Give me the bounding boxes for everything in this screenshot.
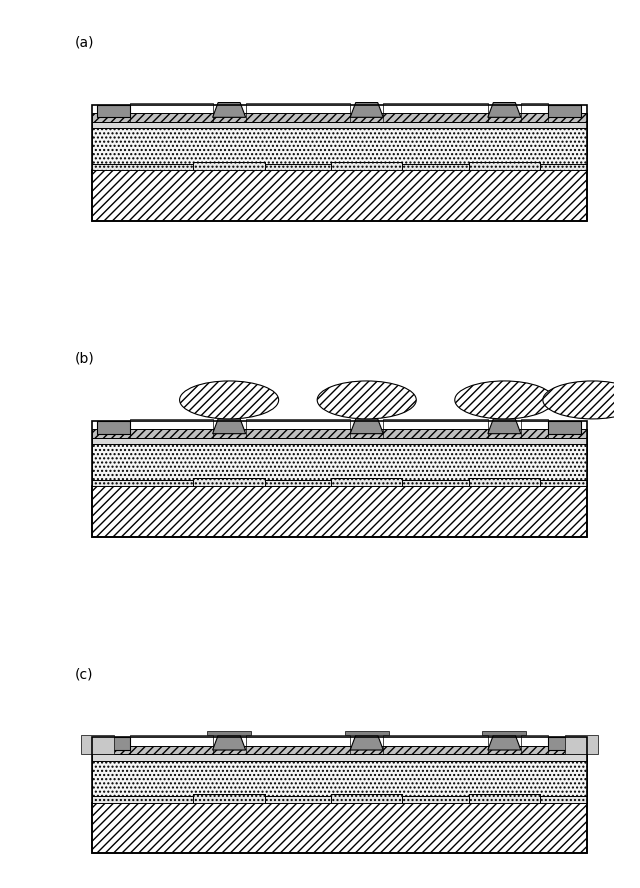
Bar	[92, 163, 587, 170]
Bar	[92, 754, 587, 760]
Bar	[92, 487, 587, 537]
Bar	[193, 794, 265, 803]
Bar	[193, 162, 265, 170]
Bar	[521, 103, 548, 122]
FancyBboxPatch shape	[97, 421, 130, 433]
Bar	[468, 162, 540, 170]
Bar	[92, 128, 587, 163]
Bar	[130, 419, 212, 438]
Bar	[246, 735, 350, 754]
Polygon shape	[488, 103, 521, 117]
Circle shape	[543, 381, 640, 419]
Bar	[92, 746, 587, 754]
Polygon shape	[212, 103, 246, 117]
Bar	[193, 478, 265, 487]
Bar	[207, 731, 251, 735]
Polygon shape	[488, 735, 521, 750]
Bar	[130, 735, 212, 754]
Bar	[92, 480, 587, 487]
Bar	[92, 170, 587, 221]
Bar	[468, 794, 540, 803]
Bar	[92, 737, 587, 853]
Bar	[92, 430, 587, 438]
FancyBboxPatch shape	[97, 105, 130, 117]
Bar	[92, 444, 587, 480]
Circle shape	[317, 381, 416, 419]
Text: (c): (c)	[75, 668, 93, 682]
Bar	[331, 162, 403, 170]
Bar	[383, 735, 488, 754]
Bar	[92, 113, 587, 122]
Bar	[331, 478, 403, 487]
Bar	[383, 103, 488, 122]
Bar	[130, 103, 212, 122]
Bar	[92, 421, 587, 537]
FancyBboxPatch shape	[548, 105, 581, 117]
Bar	[521, 419, 548, 438]
FancyBboxPatch shape	[97, 737, 130, 750]
Polygon shape	[350, 735, 383, 750]
Polygon shape	[212, 419, 246, 433]
FancyBboxPatch shape	[548, 737, 581, 750]
Bar	[92, 438, 587, 444]
Bar	[383, 419, 488, 438]
Circle shape	[455, 381, 554, 419]
Bar	[565, 735, 598, 754]
Bar	[92, 760, 587, 797]
Text: (a): (a)	[75, 35, 95, 49]
Bar	[92, 797, 587, 803]
Polygon shape	[212, 735, 246, 750]
Polygon shape	[350, 419, 383, 433]
Bar	[246, 103, 350, 122]
Bar	[345, 731, 388, 735]
Bar	[246, 419, 350, 438]
Polygon shape	[488, 419, 521, 433]
Text: (b): (b)	[75, 352, 95, 366]
Bar	[468, 478, 540, 487]
Circle shape	[180, 381, 278, 419]
Bar	[81, 735, 113, 754]
Polygon shape	[350, 103, 383, 117]
Bar	[92, 803, 587, 853]
Bar	[92, 105, 587, 221]
Bar	[521, 735, 548, 754]
Bar	[483, 731, 526, 735]
Bar	[331, 794, 403, 803]
FancyBboxPatch shape	[548, 421, 581, 433]
Bar	[92, 122, 587, 128]
